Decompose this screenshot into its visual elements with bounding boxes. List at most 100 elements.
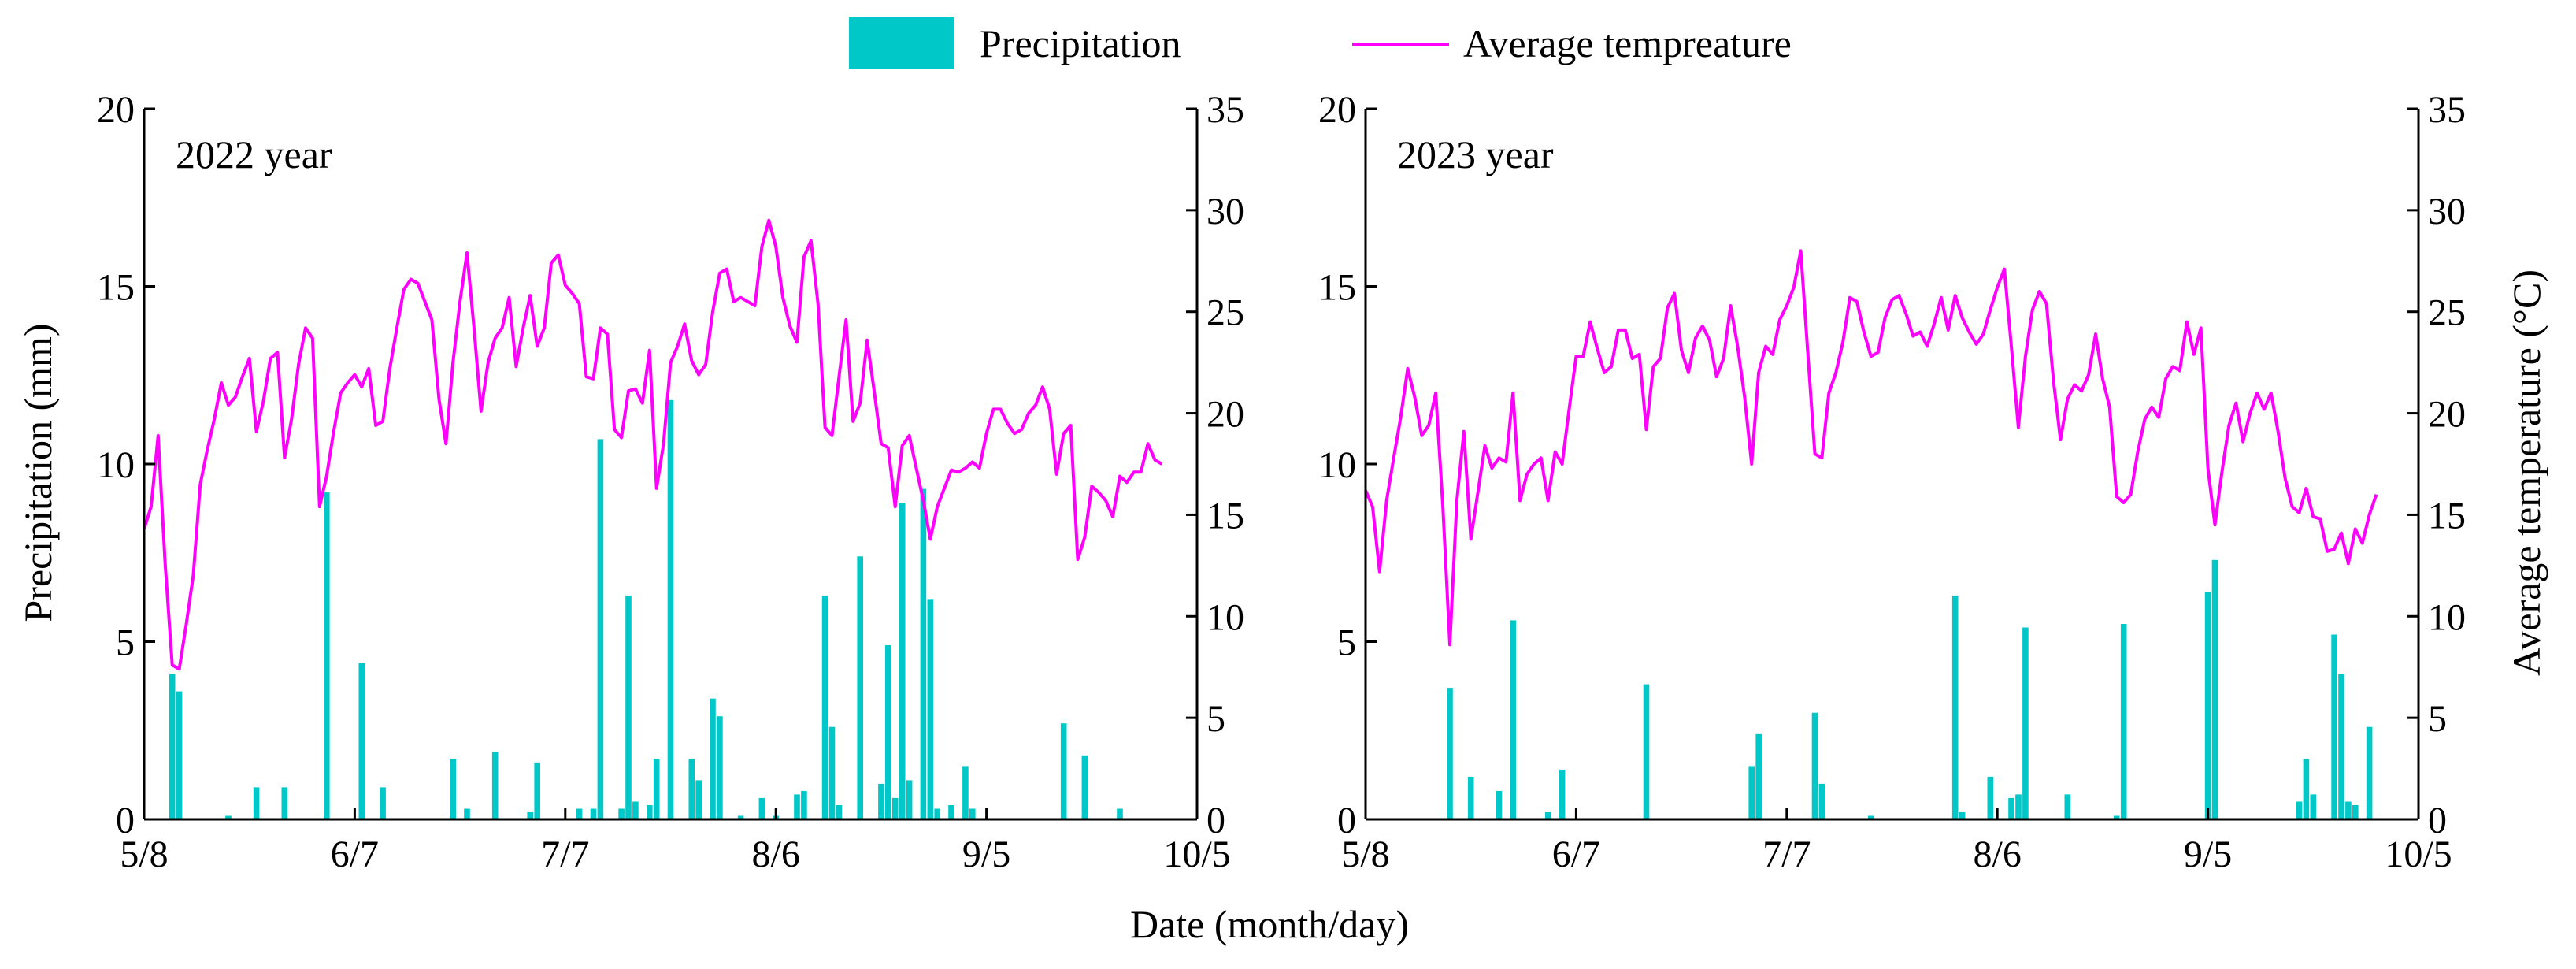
y-axis-title-right: Average temperature (°C) [2504, 269, 2548, 676]
y-tick-right-label: 30 [2428, 191, 2466, 232]
legend-precipitation-label: Precipitation [980, 21, 1181, 65]
x-tick-label: 6/7 [331, 833, 379, 875]
precipitation-bars-2022 [169, 399, 1123, 819]
precip-bar-day-106 [885, 645, 891, 819]
precip-bar-day-140 [2345, 801, 2352, 819]
y-tick-left-label: 10 [97, 444, 135, 486]
y-tick-left-label: 0 [116, 800, 135, 841]
precip-bar-day-64 [590, 808, 597, 819]
panel-2022: 0 5 10 15 20 0 5 10 15 20 25 30 35 5/8 6/7 7/7 8/6 9/5 10/… [97, 89, 1244, 875]
precip-bar-day-70 [632, 801, 639, 819]
x-tick-label: 8/6 [752, 833, 800, 875]
y-tick-right-label: 0 [1206, 800, 1225, 841]
x-tick-label: 9/5 [962, 833, 1010, 875]
precip-bar-day-40 [1643, 684, 1650, 819]
precip-bar-day-73 [653, 759, 660, 819]
precip-bar-day-31 [358, 663, 365, 819]
legend: Precipitation Average tempreature [849, 17, 1792, 69]
precip-bar-day-100 [2064, 794, 2071, 819]
precip-bar-day-135 [2310, 794, 2317, 819]
precip-bar-day-20 [281, 787, 288, 819]
precip-bar-day-26 [1545, 812, 1551, 819]
precip-bar-day-133 [2296, 801, 2303, 819]
precip-bar-day-50 [491, 752, 499, 819]
precip-bar-day-56 [534, 762, 540, 819]
precipitation-bars-2023 [1447, 559, 2373, 819]
precip-bar-day-68 [618, 808, 625, 819]
y-tick-left-label: 5 [116, 622, 135, 664]
y-tick-left-label: 15 [1318, 267, 1356, 309]
precip-bar-day-113 [934, 808, 940, 819]
y-tick-right-label: 20 [2428, 394, 2466, 436]
y-tick-left-label: 20 [97, 89, 135, 131]
y-tick-left-label: 15 [97, 267, 135, 309]
precip-bar-day-112 [927, 599, 934, 819]
precip-bar-day-109 [906, 780, 913, 819]
precip-bar-day-141 [2352, 805, 2359, 819]
precip-bar-day-108 [899, 503, 906, 819]
precip-bar-day-15 [1467, 776, 1474, 819]
precip-bar-day-19 [1496, 790, 1503, 819]
precip-bar-day-102 [857, 556, 863, 819]
precip-bar-day-89 [1987, 776, 1994, 819]
precip-bar-day-44 [450, 759, 456, 819]
temperature-line-2022 [143, 218, 1163, 671]
y-tick-right-label: 20 [1206, 394, 1244, 436]
y-tick-left-label: 5 [1337, 622, 1356, 664]
precip-bar-day-131 [1060, 723, 1067, 819]
precip-bar-day-107 [891, 797, 899, 819]
precip-bar-day-5 [176, 691, 183, 819]
precip-bar-day-34 [380, 787, 386, 819]
x-tick-label: 7/7 [541, 833, 589, 875]
precip-bar-day-79 [695, 780, 702, 819]
y-tick-left-label: 20 [1318, 89, 1356, 131]
precip-bar-day-93 [794, 794, 800, 819]
precip-bar-day-99 [836, 805, 843, 819]
precip-bar-day-85 [737, 815, 744, 819]
precip-bar-day-84 [1951, 595, 1959, 819]
precip-bar-day-139 [2338, 674, 2344, 819]
y-tick-right-label: 35 [1206, 89, 1244, 131]
x-tick-label: 5/8 [1341, 833, 1389, 875]
panel-title-2022: 2022 year [176, 132, 332, 176]
precip-bar-day-26 [324, 492, 330, 819]
precip-bar-day-92 [2008, 797, 2014, 819]
panel-2023: 0 5 10 15 20 0 5 10 15 20 25 30 35 5/8 6/7 7/7 8/6 9/5 10/… [1318, 89, 2466, 875]
axes-2022: 0 5 10 15 20 0 5 10 15 20 25 30 35 5/8 6/7 7/7 8/6 9/5 10/… [97, 89, 1244, 875]
panel-title-2023: 2023 year [1397, 132, 1554, 176]
y-tick-right-label: 10 [1206, 596, 1244, 638]
y-tick-right-label: 5 [2428, 698, 2447, 740]
y-tick-right-label: 25 [1206, 292, 1244, 334]
precip-bar-day-117 [962, 766, 969, 819]
precip-bar-day-115 [948, 805, 954, 819]
precip-bar-day-134 [1081, 755, 1088, 819]
precip-bar-day-105 [878, 783, 884, 819]
precip-bar-day-4 [169, 674, 176, 819]
y-tick-right-label: 30 [1206, 191, 1244, 232]
y-tick-right-label: 25 [2428, 292, 2466, 334]
precip-bar-day-62 [576, 808, 583, 819]
precip-bar-day-12 [1447, 688, 1453, 819]
y-tick-right-label: 10 [2428, 596, 2466, 638]
y-axis-title-left: Precipitation (mm) [16, 323, 60, 622]
precip-bar-day-98 [828, 726, 836, 819]
y-tick-right-label: 0 [2428, 800, 2447, 841]
precip-bar-day-107 [2113, 815, 2120, 819]
precip-bar-day-108 [2120, 624, 2127, 819]
precip-bar-day-81 [710, 698, 716, 819]
precip-bar-day-65 [597, 439, 604, 819]
precip-bar-day-55 [527, 812, 533, 819]
precip-bar-day-93 [2015, 794, 2022, 819]
x-axis-title: Date (month/day) [1130, 902, 1409, 946]
precip-bar-day-78 [688, 759, 695, 819]
precip-bar-day-134 [2303, 759, 2310, 819]
precip-bar-day-16 [253, 787, 260, 819]
precip-bar-day-111 [920, 488, 927, 819]
x-tick-label: 8/6 [1974, 833, 2022, 875]
temperature-line-2023 [1364, 249, 2378, 647]
x-tick-label: 10/5 [1163, 833, 1230, 875]
precip-bar-day-121 [2211, 559, 2218, 819]
precip-bar-day-55 [1748, 766, 1755, 819]
precip-bar-day-82 [717, 716, 723, 819]
precip-bar-day-72 [1868, 815, 1874, 819]
